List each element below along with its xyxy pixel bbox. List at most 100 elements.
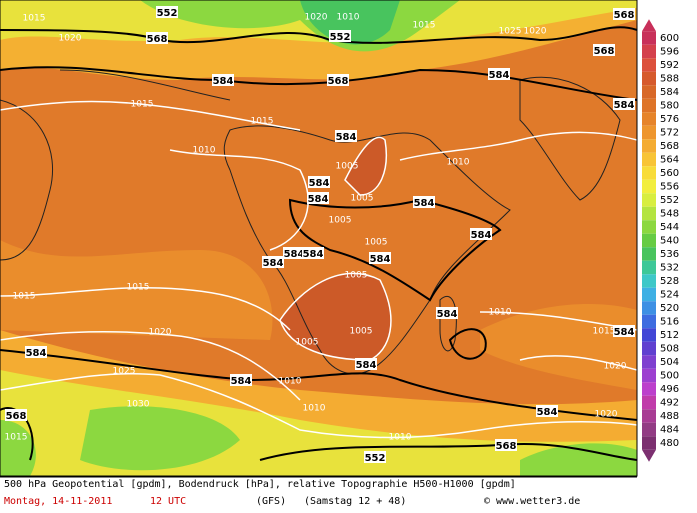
scale-label: 592 bbox=[660, 60, 679, 71]
contour-label-box bbox=[156, 6, 178, 18]
scale-arrow-top bbox=[642, 19, 656, 32]
scale-swatch bbox=[642, 85, 656, 99]
contour-label-box bbox=[369, 252, 391, 264]
scale-swatch bbox=[642, 274, 656, 288]
contour-label-box bbox=[335, 130, 357, 142]
scale-swatch bbox=[642, 193, 656, 207]
scale-label: 496 bbox=[660, 384, 679, 395]
scale-label: 508 bbox=[660, 344, 679, 355]
scale-label: 596 bbox=[660, 47, 679, 58]
contour-label-box bbox=[495, 439, 517, 451]
contour-label: 584 bbox=[471, 230, 492, 241]
scale-label: 588 bbox=[660, 74, 679, 85]
isobar-label: 1030 bbox=[127, 400, 150, 410]
scale-swatch bbox=[642, 44, 656, 59]
scale-swatch bbox=[642, 341, 656, 356]
band bbox=[345, 137, 387, 195]
scale-swatch bbox=[642, 206, 656, 221]
contour-label-box bbox=[436, 307, 458, 319]
scale-swatch bbox=[642, 71, 656, 86]
band bbox=[280, 273, 391, 360]
contour-label-box bbox=[146, 32, 168, 44]
contour-label: 584 bbox=[356, 360, 377, 371]
isobar-label: 1010 bbox=[303, 404, 326, 414]
contour-label-box bbox=[327, 74, 349, 86]
contour-label: 584 bbox=[263, 258, 284, 269]
isobar-label: 1025 bbox=[113, 367, 136, 377]
contour-label: 552 bbox=[365, 453, 386, 464]
scale-swatch bbox=[642, 31, 656, 45]
band bbox=[0, 240, 273, 340]
scale-swatch bbox=[642, 395, 656, 410]
contour-label-box bbox=[470, 228, 492, 240]
isobar-label: 1010 bbox=[389, 433, 412, 443]
contour-label: 584 bbox=[213, 76, 234, 87]
contour-label-box bbox=[613, 8, 635, 20]
isobar-label: 1005 bbox=[350, 327, 373, 337]
scale-swatch bbox=[642, 166, 656, 180]
contour-label: 568 bbox=[328, 76, 349, 87]
contour-label-box bbox=[536, 405, 558, 417]
coastlines bbox=[0, 69, 621, 375]
footer-credit: © www.wetter3.de bbox=[484, 496, 580, 507]
scale-swatch bbox=[642, 58, 656, 72]
contour-label: 584 bbox=[370, 254, 391, 265]
isobar-label: 1020 bbox=[305, 13, 328, 23]
scale-swatch bbox=[642, 436, 656, 450]
scale-label: 536 bbox=[660, 249, 679, 260]
isobar-label: 1005 bbox=[365, 238, 388, 248]
contour-label-box bbox=[283, 247, 305, 259]
scale-label: 528 bbox=[660, 276, 679, 287]
isobar-label: 1005 bbox=[345, 271, 368, 281]
band bbox=[480, 304, 637, 390]
scale-swatch bbox=[642, 139, 656, 153]
isobar-label: 1005 bbox=[336, 162, 359, 172]
footer-time: 12 UTC bbox=[150, 496, 186, 507]
scale-swatch bbox=[642, 179, 656, 194]
scale-label: 520 bbox=[660, 303, 679, 314]
scale-swatch bbox=[642, 355, 656, 369]
contour-label-box bbox=[302, 247, 324, 259]
isobar-label: 1005 bbox=[329, 216, 352, 226]
scale-label: 524 bbox=[660, 290, 679, 301]
contour-label: 584 bbox=[309, 178, 330, 189]
color-scale: 600 596 592 588 584 580 576 572 568 564 560 556 552 5… bbox=[642, 19, 679, 462]
contour-label-box bbox=[329, 30, 351, 42]
scale-label: 544 bbox=[660, 222, 679, 233]
contour-label-box bbox=[212, 74, 234, 86]
isobar-label: 1010 bbox=[447, 158, 470, 168]
scale-label: 556 bbox=[660, 182, 679, 193]
isobar-label: 1020 bbox=[59, 34, 82, 44]
contour-label: 584 bbox=[614, 100, 635, 111]
scale-label: 488 bbox=[660, 411, 679, 422]
contour-label: 584 bbox=[303, 249, 324, 260]
scale-swatch bbox=[642, 220, 656, 234]
scale-label: 568 bbox=[660, 141, 679, 152]
isobar-label: 1015 bbox=[593, 327, 616, 337]
scale-label: 548 bbox=[660, 209, 679, 220]
isobar-label: 1010 bbox=[489, 308, 512, 318]
isobar-label: 1010 bbox=[279, 377, 302, 387]
scale-swatch bbox=[642, 152, 656, 167]
scale-label: 492 bbox=[660, 398, 679, 409]
scale-swatch bbox=[642, 314, 656, 329]
scale-label: 572 bbox=[660, 128, 679, 139]
contour-label: 584 bbox=[308, 194, 329, 205]
contour-label-box bbox=[488, 68, 510, 80]
isobar-label: 1015 bbox=[131, 100, 154, 110]
contour-label: 552 bbox=[157, 8, 178, 19]
scale-swatch bbox=[642, 125, 656, 140]
contour-label: 568 bbox=[147, 34, 168, 45]
isobar-label: 1015 bbox=[413, 21, 436, 31]
scale-label: 600 bbox=[660, 33, 679, 44]
contour-label-box bbox=[308, 176, 330, 188]
contour-label: 584 bbox=[284, 249, 305, 260]
scale-label: 576 bbox=[660, 114, 679, 125]
map-frame bbox=[0, 0, 638, 477]
contour-label-box bbox=[307, 192, 329, 204]
scale-arrow-bottom bbox=[642, 449, 656, 462]
isobar-label: 1015 bbox=[5, 433, 28, 443]
scale-label: 532 bbox=[660, 263, 679, 274]
